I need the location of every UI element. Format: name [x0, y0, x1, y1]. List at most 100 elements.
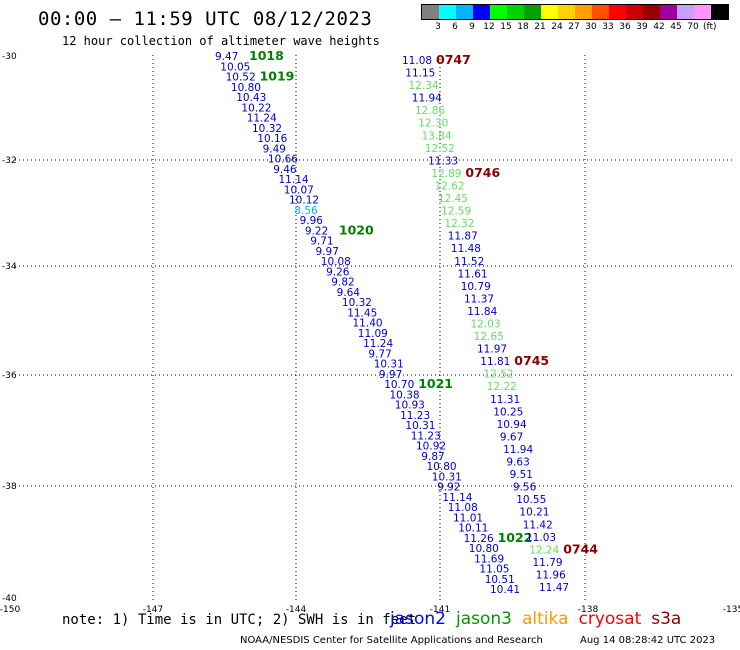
- wave-height-value: 9.47: [215, 51, 238, 63]
- wave-height-value: 12.24: [529, 544, 559, 556]
- wave-height-value: 12.32: [444, 218, 474, 230]
- wave-height-value: 9.22: [305, 225, 328, 237]
- wave-height-value: 11.61: [458, 268, 488, 280]
- wave-height-value: 10.43: [236, 92, 266, 104]
- wave-height-value: 12.45: [438, 193, 468, 205]
- wave-height-value: 10.93: [395, 400, 425, 412]
- legend-tick-label: 30: [585, 22, 597, 32]
- pass-time-label: 0744: [563, 541, 598, 556]
- legend-swatch: [507, 5, 524, 19]
- legend-swatch: [677, 5, 694, 19]
- legend-tick-label: 70: [687, 22, 699, 32]
- wave-height-value: 10.21: [519, 507, 549, 519]
- generated-timestamp: Aug 14 08:28:42 UTC 2023: [580, 635, 716, 646]
- legend-swatch: [439, 5, 456, 19]
- satellite-legend-item: jason2: [390, 609, 446, 629]
- pass-time-label: 1022: [498, 530, 533, 545]
- wave-height-value: 10.22: [241, 102, 271, 114]
- pass-time-label: 0745: [514, 353, 549, 368]
- longitude-label: -150: [0, 605, 20, 615]
- wave-height-value: 10.38: [390, 389, 420, 401]
- wave-height-value: 10.94: [497, 419, 527, 431]
- wave-height-value: 11.81: [480, 356, 510, 368]
- wave-height-value: 12.89: [431, 168, 461, 180]
- wave-height-value: 12.65: [474, 331, 504, 343]
- wave-height-value: 9.51: [510, 469, 533, 481]
- wave-height-value: 8.56: [294, 205, 318, 217]
- legend-tick-label: 27: [568, 22, 580, 32]
- wave-height-value: 9.56: [513, 482, 537, 494]
- wave-height-value: 10.52: [226, 72, 256, 84]
- wave-height-value: 10.79: [461, 281, 491, 293]
- wave-height-value: 12.52: [484, 369, 514, 381]
- wave-height-value: 11.03: [526, 532, 556, 544]
- legend-tick-label: 15: [500, 22, 512, 32]
- wave-height-value: 12.03: [471, 319, 501, 331]
- wave-height-value: 12.34: [409, 80, 439, 92]
- wave-height-value: 11.26: [464, 533, 494, 545]
- wave-height-value: 10.92: [416, 441, 446, 453]
- wave-height-value: 11.94: [412, 93, 442, 105]
- legend-tick-label: 45: [670, 22, 682, 32]
- wave-height-value: 10.31: [374, 359, 404, 371]
- wave-height-value: 12.62: [435, 181, 465, 193]
- legend-swatch: [558, 5, 575, 19]
- wave-height-value: 9.97: [379, 369, 402, 381]
- legend-tick-label: 36: [619, 22, 631, 32]
- latitude-label: -30: [2, 52, 17, 62]
- wave-height-value: 11.37: [464, 293, 494, 305]
- wave-height-value: 11.05: [479, 564, 509, 576]
- wave-height-value: 11.24: [247, 113, 277, 125]
- wave-height-value: 12.59: [441, 206, 471, 218]
- page-subtitle: 12 hour collection of altimeter wave hei…: [62, 34, 380, 48]
- latitude-label: -38: [2, 482, 17, 492]
- wave-height-value: 10.80: [231, 82, 261, 94]
- color-legend: (ft) 3 6 9 12 15 18 21 24 27 30 33 36 39 42 45 70: [421, 4, 729, 34]
- wave-height-value: 12.30: [418, 118, 448, 130]
- wave-height-value: 10.32: [252, 123, 282, 135]
- wave-height-value: 11.09: [358, 328, 388, 340]
- legend-swatch: [711, 5, 728, 19]
- credit-line: NOAA/NESDIS Center for Satellite Applica…: [240, 635, 543, 646]
- wave-height-value: 9.87: [421, 451, 444, 463]
- legend-swatch: [643, 5, 660, 19]
- pass-time-label: 1018: [249, 48, 284, 63]
- footnote: note: 1) Time is in UTC; 2) SWH is in fe…: [62, 612, 417, 628]
- legend-swatch: [575, 5, 592, 19]
- wave-height-value: 10.12: [289, 195, 319, 207]
- wave-height-value: 10.80: [469, 543, 499, 555]
- pass-time-label: 1021: [418, 376, 453, 391]
- longitude-label: -147: [143, 605, 163, 615]
- legend-tick-label: 39: [636, 22, 648, 32]
- wave-height-value: 10.70: [384, 379, 414, 391]
- wave-height-value: 9.92: [437, 482, 460, 494]
- wave-height-value: 11.15: [405, 68, 435, 80]
- legend-swatch: [609, 5, 626, 19]
- legend-tick-label: 24: [551, 22, 563, 32]
- wave-height-value: 9.64: [337, 287, 361, 299]
- satellite-legend-item: cryosat: [578, 609, 642, 629]
- wave-height-value: 11.33: [428, 155, 458, 167]
- wave-height-value: 11.23: [400, 410, 430, 422]
- wave-height-value: 10.25: [493, 406, 523, 418]
- wave-height-value: 9.77: [368, 348, 391, 360]
- legend-tick-label: 21: [534, 22, 546, 32]
- wave-height-value: 10.41: [490, 584, 520, 596]
- legend-swatch: [626, 5, 643, 19]
- legend-tick-label: 6: [452, 22, 458, 32]
- wave-height-value: 12.22: [487, 381, 517, 393]
- wave-height-value: 10.32: [342, 297, 372, 309]
- legend-swatch: [473, 5, 490, 19]
- wave-height-value: 11.40: [353, 318, 383, 330]
- legend-tick-label: 3: [435, 22, 441, 32]
- pass-time-label: 0747: [436, 52, 471, 67]
- wave-height-value: 13.84: [422, 130, 452, 142]
- wave-height-value: 11.08: [402, 55, 432, 67]
- wave-height-value: 12.86: [415, 105, 445, 117]
- wave-height-value: 9.96: [300, 215, 324, 227]
- wave-height-value: 11.14: [442, 492, 472, 504]
- wave-height-value: 10.05: [220, 61, 250, 73]
- wave-height-value: 11.52: [454, 256, 484, 268]
- page-title: 00:00 – 11:59 UTC 08/12/2023: [38, 8, 373, 30]
